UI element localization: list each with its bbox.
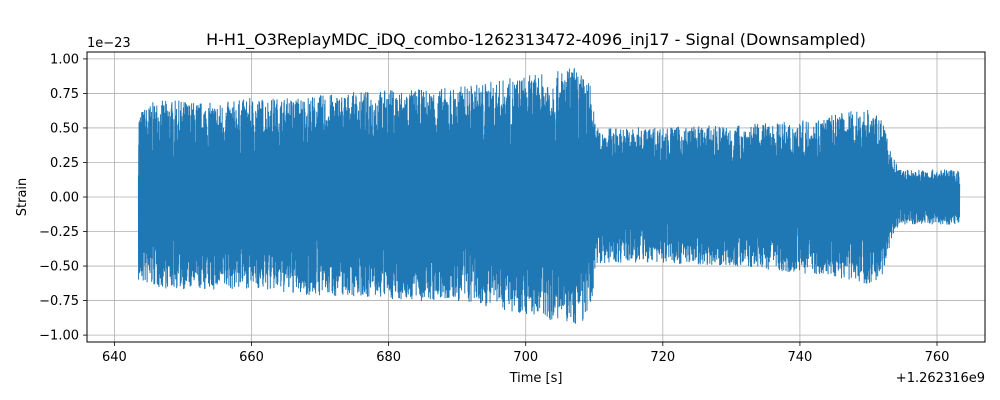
plot-area (137, 68, 961, 324)
y-scale-label: 1e−23 (87, 36, 131, 51)
y-tick-label: 1.00 (50, 52, 79, 67)
y-tick-label: 0.00 (50, 191, 79, 206)
y-tick-label: −1.00 (39, 329, 79, 344)
x-axis-ticks: 640 660 680 700 720 740 760 (102, 342, 949, 365)
x-tick-label: 700 (513, 350, 538, 365)
y-tick-label: 0.50 (50, 121, 79, 136)
y-tick-label: −0.25 (39, 225, 79, 240)
signal-trace-0 (137, 68, 961, 324)
x-axis-label: Time [s] (509, 371, 563, 386)
x-tick-label: 660 (239, 350, 264, 365)
y-axis-label: Strain (15, 178, 30, 217)
y-tick-label: 0.25 (50, 156, 79, 171)
x-offset-label: +1.262316e9 (896, 371, 985, 386)
y-tick-label: −0.75 (39, 294, 79, 309)
x-tick-label: 680 (376, 350, 401, 365)
x-tick-label: 640 (102, 350, 127, 365)
y-tick-label: 0.75 (50, 87, 79, 102)
y-tick-label: −0.50 (39, 260, 79, 275)
x-tick-label: 760 (925, 350, 950, 365)
x-tick-label: 720 (650, 350, 675, 365)
x-tick-label: 740 (788, 350, 813, 365)
signal-series (137, 68, 961, 324)
chart-title: H-H1_O3ReplayMDC_iDQ_combo-1262313472-40… (206, 30, 866, 50)
y-axis-ticks: −1.00 −0.75 −0.50 −0.25 0.00 0.25 0.50 0.75 1.00 (39, 52, 87, 344)
